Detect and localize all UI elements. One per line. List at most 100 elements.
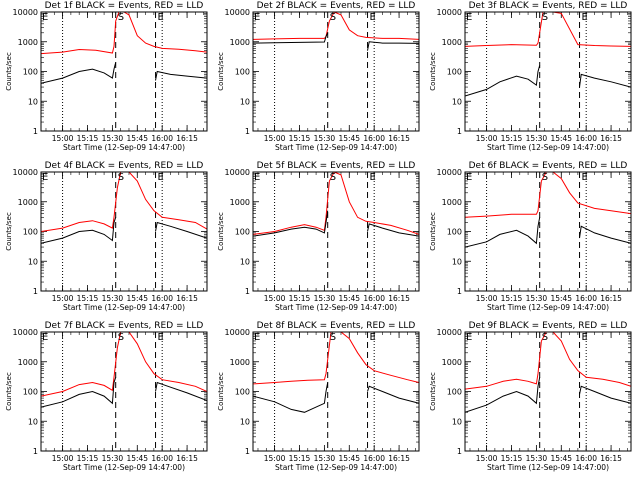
corner-e-label: E [42, 332, 48, 343]
panel-title: Det 9f BLACK = Events, RED = LLD [469, 321, 628, 331]
lld-series-line [465, 332, 631, 390]
events-series-line [465, 217, 631, 248]
events-series-line [253, 210, 419, 237]
panel-frame [40, 11, 208, 132]
y-tick-label: 10 [452, 417, 462, 426]
events-series-line [41, 62, 207, 84]
x-tick-label: 15:30 [102, 454, 124, 463]
x-tick-label: 15:00 [264, 454, 286, 463]
y-tick-label: 1000 [442, 38, 462, 47]
panel-frame [252, 11, 420, 132]
y-axis-label: Counts/sec [5, 212, 13, 251]
y-tick-label: 1000 [18, 358, 38, 367]
plot-area [41, 332, 207, 451]
y-tick-label: 1000 [18, 198, 38, 207]
y-tick-label: 1 [33, 127, 38, 136]
panel-frame [464, 171, 632, 292]
marker-s-label: S [330, 12, 336, 23]
y-tick-label: 10000 [225, 168, 250, 177]
y-tick-label: 100 [23, 228, 38, 237]
x-tick-label: 16:15 [600, 134, 622, 143]
x-tick-label: 16:15 [600, 294, 622, 303]
panel-title: Det 6f BLACK = Events, RED = LLD [469, 161, 628, 171]
x-tick-label: 15:15 [501, 134, 523, 143]
x-tick-label: 16:15 [176, 134, 198, 143]
events-series-line [253, 382, 419, 413]
y-axis-label: Counts/sec [429, 372, 437, 411]
events-series-line [465, 377, 631, 413]
y-tick-label: 1000 [230, 38, 250, 47]
panel-title: Det 8f BLACK = Events, RED = LLD [257, 321, 416, 331]
x-axis-label: Start Time (12-Sep-09 14:47:00) [63, 303, 185, 312]
marker-s-label: S [542, 332, 548, 343]
marker-s-label: S [330, 172, 336, 183]
x-tick-label: 15:30 [314, 294, 336, 303]
x-axis-label: Start Time (12-Sep-09 14:47:00) [275, 463, 397, 472]
y-axis-label: Counts/sec [217, 212, 225, 251]
x-tick-label: 16:00 [363, 294, 385, 303]
x-tick-label: 16:15 [176, 294, 198, 303]
x-axis-label: Start Time (12-Sep-09 14:47:00) [275, 143, 397, 152]
lld-series-line [253, 12, 419, 40]
y-tick-label: 1 [457, 127, 462, 136]
marker-e-label: E [370, 12, 376, 23]
x-tick-label: 16:15 [176, 454, 198, 463]
x-tick-label: 15:30 [526, 454, 548, 463]
x-tick-label: 16:00 [363, 454, 385, 463]
lld-series-line [41, 12, 207, 55]
x-tick-label: 15:15 [289, 294, 311, 303]
y-tick-label: 1000 [442, 198, 462, 207]
marker-e-label: E [158, 332, 164, 343]
panel-9: Det 9f BLACK = Events, RED = LLD Counts/s… [429, 321, 632, 472]
y-tick-label: 100 [23, 388, 38, 397]
lld-series-line [253, 172, 419, 235]
x-tick-label: 15:45 [126, 294, 148, 303]
corner-e-label: E [254, 172, 260, 183]
plot-area [253, 332, 419, 451]
y-axis-label: Counts/sec [429, 52, 437, 91]
y-tick-label: 10000 [13, 328, 38, 337]
marker-e-label: E [370, 172, 376, 183]
y-tick-label: 1 [457, 287, 462, 296]
panel-6: Det 6f BLACK = Events, RED = LLD Counts/s… [429, 161, 632, 312]
x-axis-label: Start Time (12-Sep-09 14:47:00) [487, 463, 609, 472]
x-tick-label: 15:15 [77, 454, 99, 463]
y-tick-label: 10000 [225, 8, 250, 17]
marker-e-label: E [158, 172, 164, 183]
marker-s-label: S [118, 332, 124, 343]
marker-s-label: S [542, 172, 548, 183]
x-tick-label: 15:30 [526, 294, 548, 303]
x-tick-label: 15:00 [476, 294, 498, 303]
panel-title: Det 5f BLACK = Events, RED = LLD [257, 161, 416, 171]
x-tick-label: 15:45 [550, 294, 572, 303]
x-tick-label: 16:00 [151, 134, 173, 143]
y-tick-label: 10000 [13, 168, 38, 177]
panel-4: Det 4f BLACK = Events, RED = LLD Counts/s… [5, 161, 208, 312]
y-tick-label: 10 [28, 417, 38, 426]
panel-1: Det 1f BLACK = Events, RED = LLD Counts/s… [5, 1, 208, 152]
y-tick-label: 10000 [437, 8, 462, 17]
y-tick-label: 1000 [442, 358, 462, 367]
plot-area [465, 12, 631, 131]
panel-title: Det 3f BLACK = Events, RED = LLD [469, 1, 628, 11]
corner-e-label: E [42, 12, 48, 23]
x-tick-label: 15:00 [476, 134, 498, 143]
x-tick-label: 15:15 [77, 294, 99, 303]
plot-area [41, 172, 207, 291]
x-tick-label: 15:45 [338, 134, 360, 143]
marker-s-label: S [330, 332, 336, 343]
y-axis-label: Counts/sec [5, 372, 13, 411]
x-axis-label: Start Time (12-Sep-09 14:47:00) [487, 303, 609, 312]
corner-e-label: E [42, 172, 48, 183]
x-tick-label: 15:15 [289, 454, 311, 463]
y-axis-label: Counts/sec [217, 52, 225, 91]
marker-s-label: S [118, 172, 124, 183]
y-tick-label: 10 [452, 257, 462, 266]
x-axis-label: Start Time (12-Sep-09 14:47:00) [487, 143, 609, 152]
x-tick-label: 15:00 [52, 454, 74, 463]
lld-series-line [465, 172, 631, 218]
y-tick-label: 10000 [437, 328, 462, 337]
x-tick-label: 15:00 [264, 294, 286, 303]
panel-title: Det 7f BLACK = Events, RED = LLD [45, 321, 204, 331]
marker-e-label: E [158, 12, 164, 23]
